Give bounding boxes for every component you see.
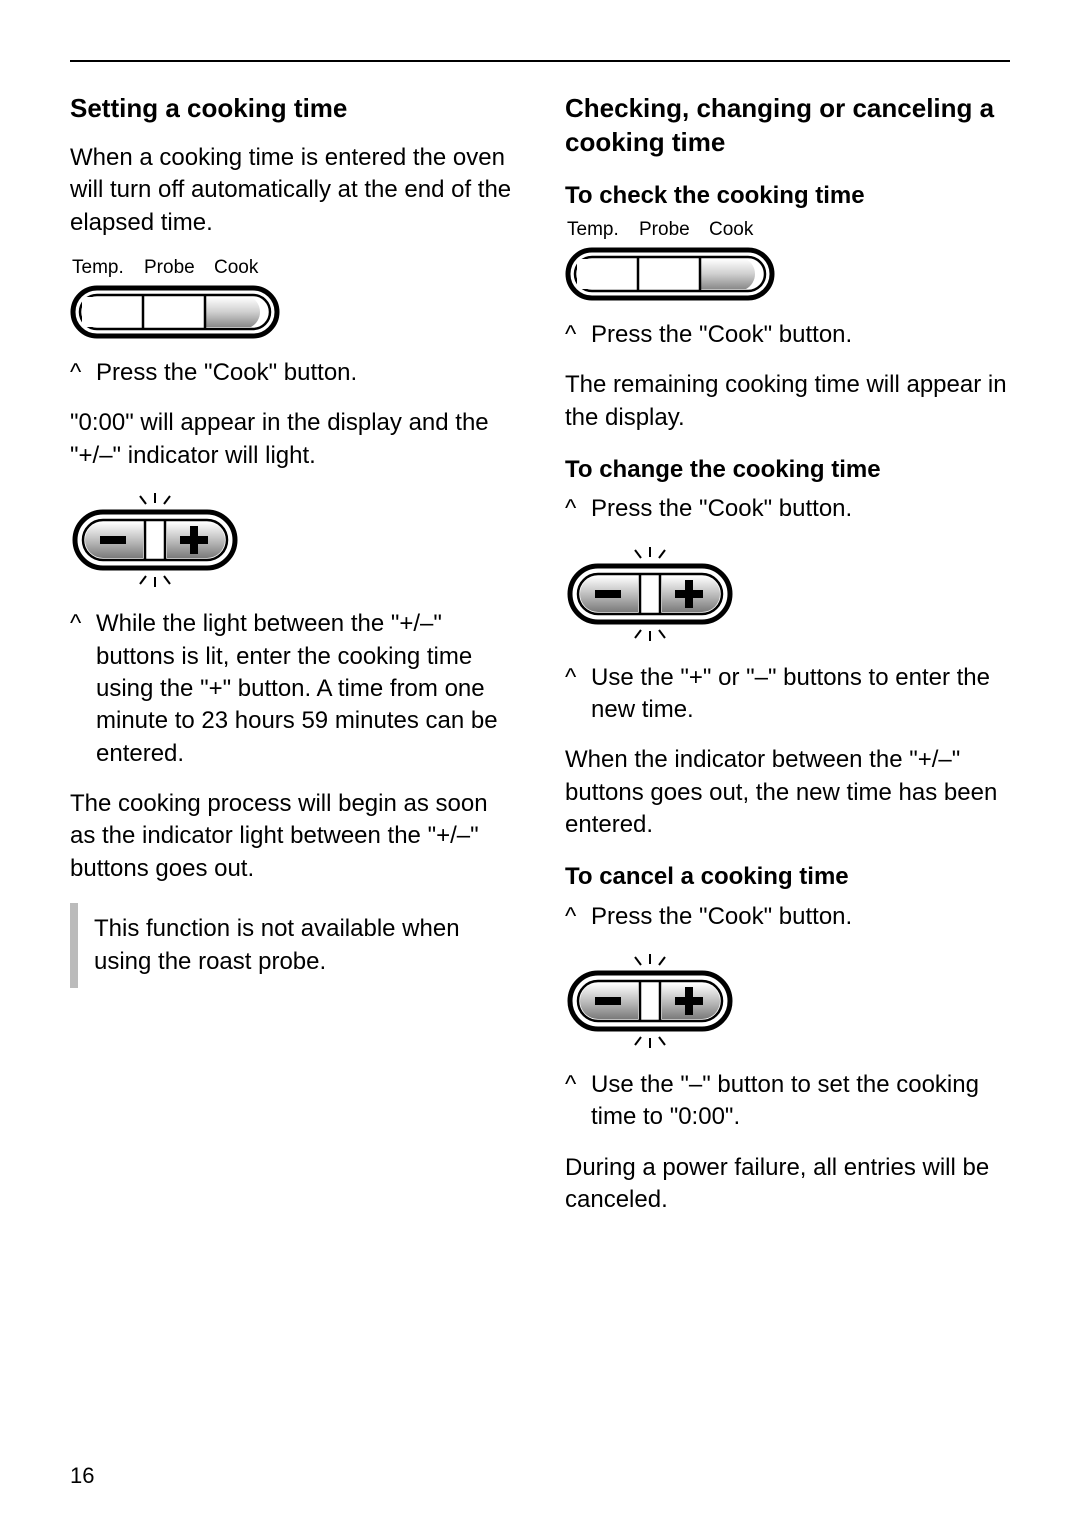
label-cook: Cook [214,257,258,279]
plusminus-diagram-r2 [565,951,735,1051]
label-temp: Temp. [72,257,144,279]
check-step: ^ Press the "Cook" button. [565,319,1010,351]
triple-labels: Temp. Probe Cook [72,257,515,279]
change-step1-text: Press the "Cook" button. [591,493,1010,525]
plusminus-diagram-r1 [565,544,735,644]
triple-control-diagram-r [565,247,775,301]
left-step2: ^ While the light between the "+/–" butt… [70,608,515,770]
check-step-text: Press the "Cook" button. [591,319,1010,351]
change-after: When the indicator between the "+/–" but… [565,744,1010,841]
cancel-step2-text: Use the "–" button to set the cooking ti… [591,1069,1010,1134]
left-step1: ^ Press the "Cook" button. [70,357,515,389]
plusminus-diagram-left [70,490,240,590]
right-heading: Checking, changing or canceling a cookin… [565,92,1010,160]
caret-icon: ^ [565,662,591,727]
triple-labels-r: Temp. Probe Cook [567,219,1010,241]
left-intro: When a cooking time is entered the oven … [70,142,515,239]
caret-icon: ^ [565,1069,591,1134]
label-temp: Temp. [567,219,639,241]
cancel-step1-text: Press the "Cook" button. [591,901,1010,933]
check-after: The remaining cooking time will appear i… [565,369,1010,434]
caret-icon: ^ [565,319,591,351]
cancel-step2: ^ Use the "–" button to set the cooking … [565,1069,1010,1134]
sub-change: To change the cooking time [565,454,1010,485]
sub-check: To check the cooking time [565,180,1010,211]
change-step1: ^ Press the "Cook" button. [565,493,1010,525]
top-rule [70,60,1010,62]
left-after-step2: The cooking process will begin as soon a… [70,788,515,885]
left-step2-text: While the light between the "+/–" button… [96,608,515,770]
change-step2-text: Use the "+" or "–" buttons to enter the … [591,662,1010,727]
change-step2: ^ Use the "+" or "–" buttons to enter th… [565,662,1010,727]
triple-control-diagram [70,285,280,339]
caret-icon: ^ [565,493,591,525]
sub-cancel: To cancel a cooking time [565,861,1010,892]
page-number: 16 [70,1463,94,1489]
caret-icon: ^ [565,901,591,933]
left-heading: Setting a cooking time [70,92,515,126]
label-probe: Probe [144,257,214,279]
cancel-step1: ^ Press the "Cook" button. [565,901,1010,933]
cancel-after: During a power failure, all entries will… [565,1152,1010,1217]
caret-icon: ^ [70,608,96,770]
label-cook: Cook [709,219,753,241]
left-step1-text: Press the "Cook" button. [96,357,515,389]
caret-icon: ^ [70,357,96,389]
right-column: Checking, changing or canceling a cookin… [565,92,1010,1235]
note-box: This function is not available when usin… [70,903,515,988]
label-probe: Probe [639,219,709,241]
note-text: This function is not available when usin… [94,915,460,974]
left-after-step1: "0:00" will appear in the display and th… [70,407,515,472]
left-column: Setting a cooking time When a cooking ti… [70,92,515,1235]
